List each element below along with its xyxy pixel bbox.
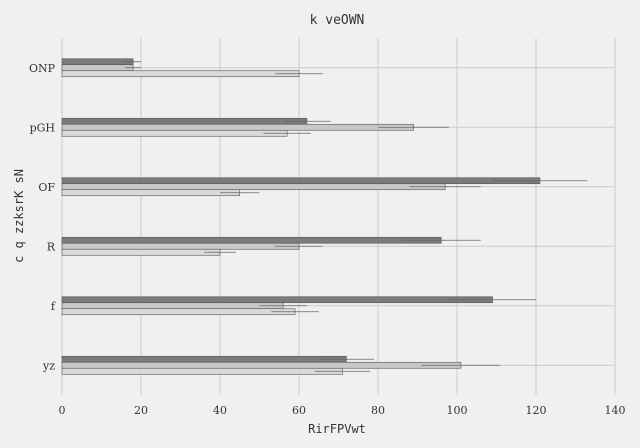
bar [61,248,221,256]
y-tick-label: pGH [30,121,55,134]
bar [61,367,343,375]
bar [61,58,134,66]
bar [61,183,446,191]
error-bars [125,61,588,372]
bar [61,355,347,363]
y-tick-label: f [51,300,56,313]
bar [61,64,134,72]
bar [61,117,308,125]
y-tick-label: OF [38,181,55,194]
bar [61,70,300,78]
bar [61,189,241,197]
chart-title: k veOWN [310,13,365,28]
y-tick-label: yz [42,359,55,372]
bar [61,123,414,131]
bar [61,308,296,316]
bar [61,296,493,304]
bar [61,242,300,250]
x-tick-label: 0 [59,404,66,417]
x-tick-label: 120 [526,404,547,417]
x-tick-label: 100 [447,404,468,417]
y-axis-ticks: yz f R OF pGH ONP [29,62,56,373]
x-axis-ticks: 0 20 40 60 80 100 120 140 [59,404,626,417]
x-tick-label: 80 [371,404,385,417]
bar [61,129,288,137]
y-tick-label: ONP [29,62,56,75]
x-axis-label: RirFPVwt [308,422,366,436]
bar [61,302,284,310]
y-tick-label: R [47,240,56,253]
grid [61,38,616,395]
bar [61,177,541,185]
x-tick-label: 140 [605,404,626,417]
x-tick-label: 60 [292,404,306,417]
y-axis-label: c q zzksrK sN [12,169,26,263]
bar [61,361,462,369]
bar [61,236,442,244]
bars [61,58,541,375]
x-tick-label: 40 [213,404,227,417]
x-tick-label: 20 [134,404,148,417]
